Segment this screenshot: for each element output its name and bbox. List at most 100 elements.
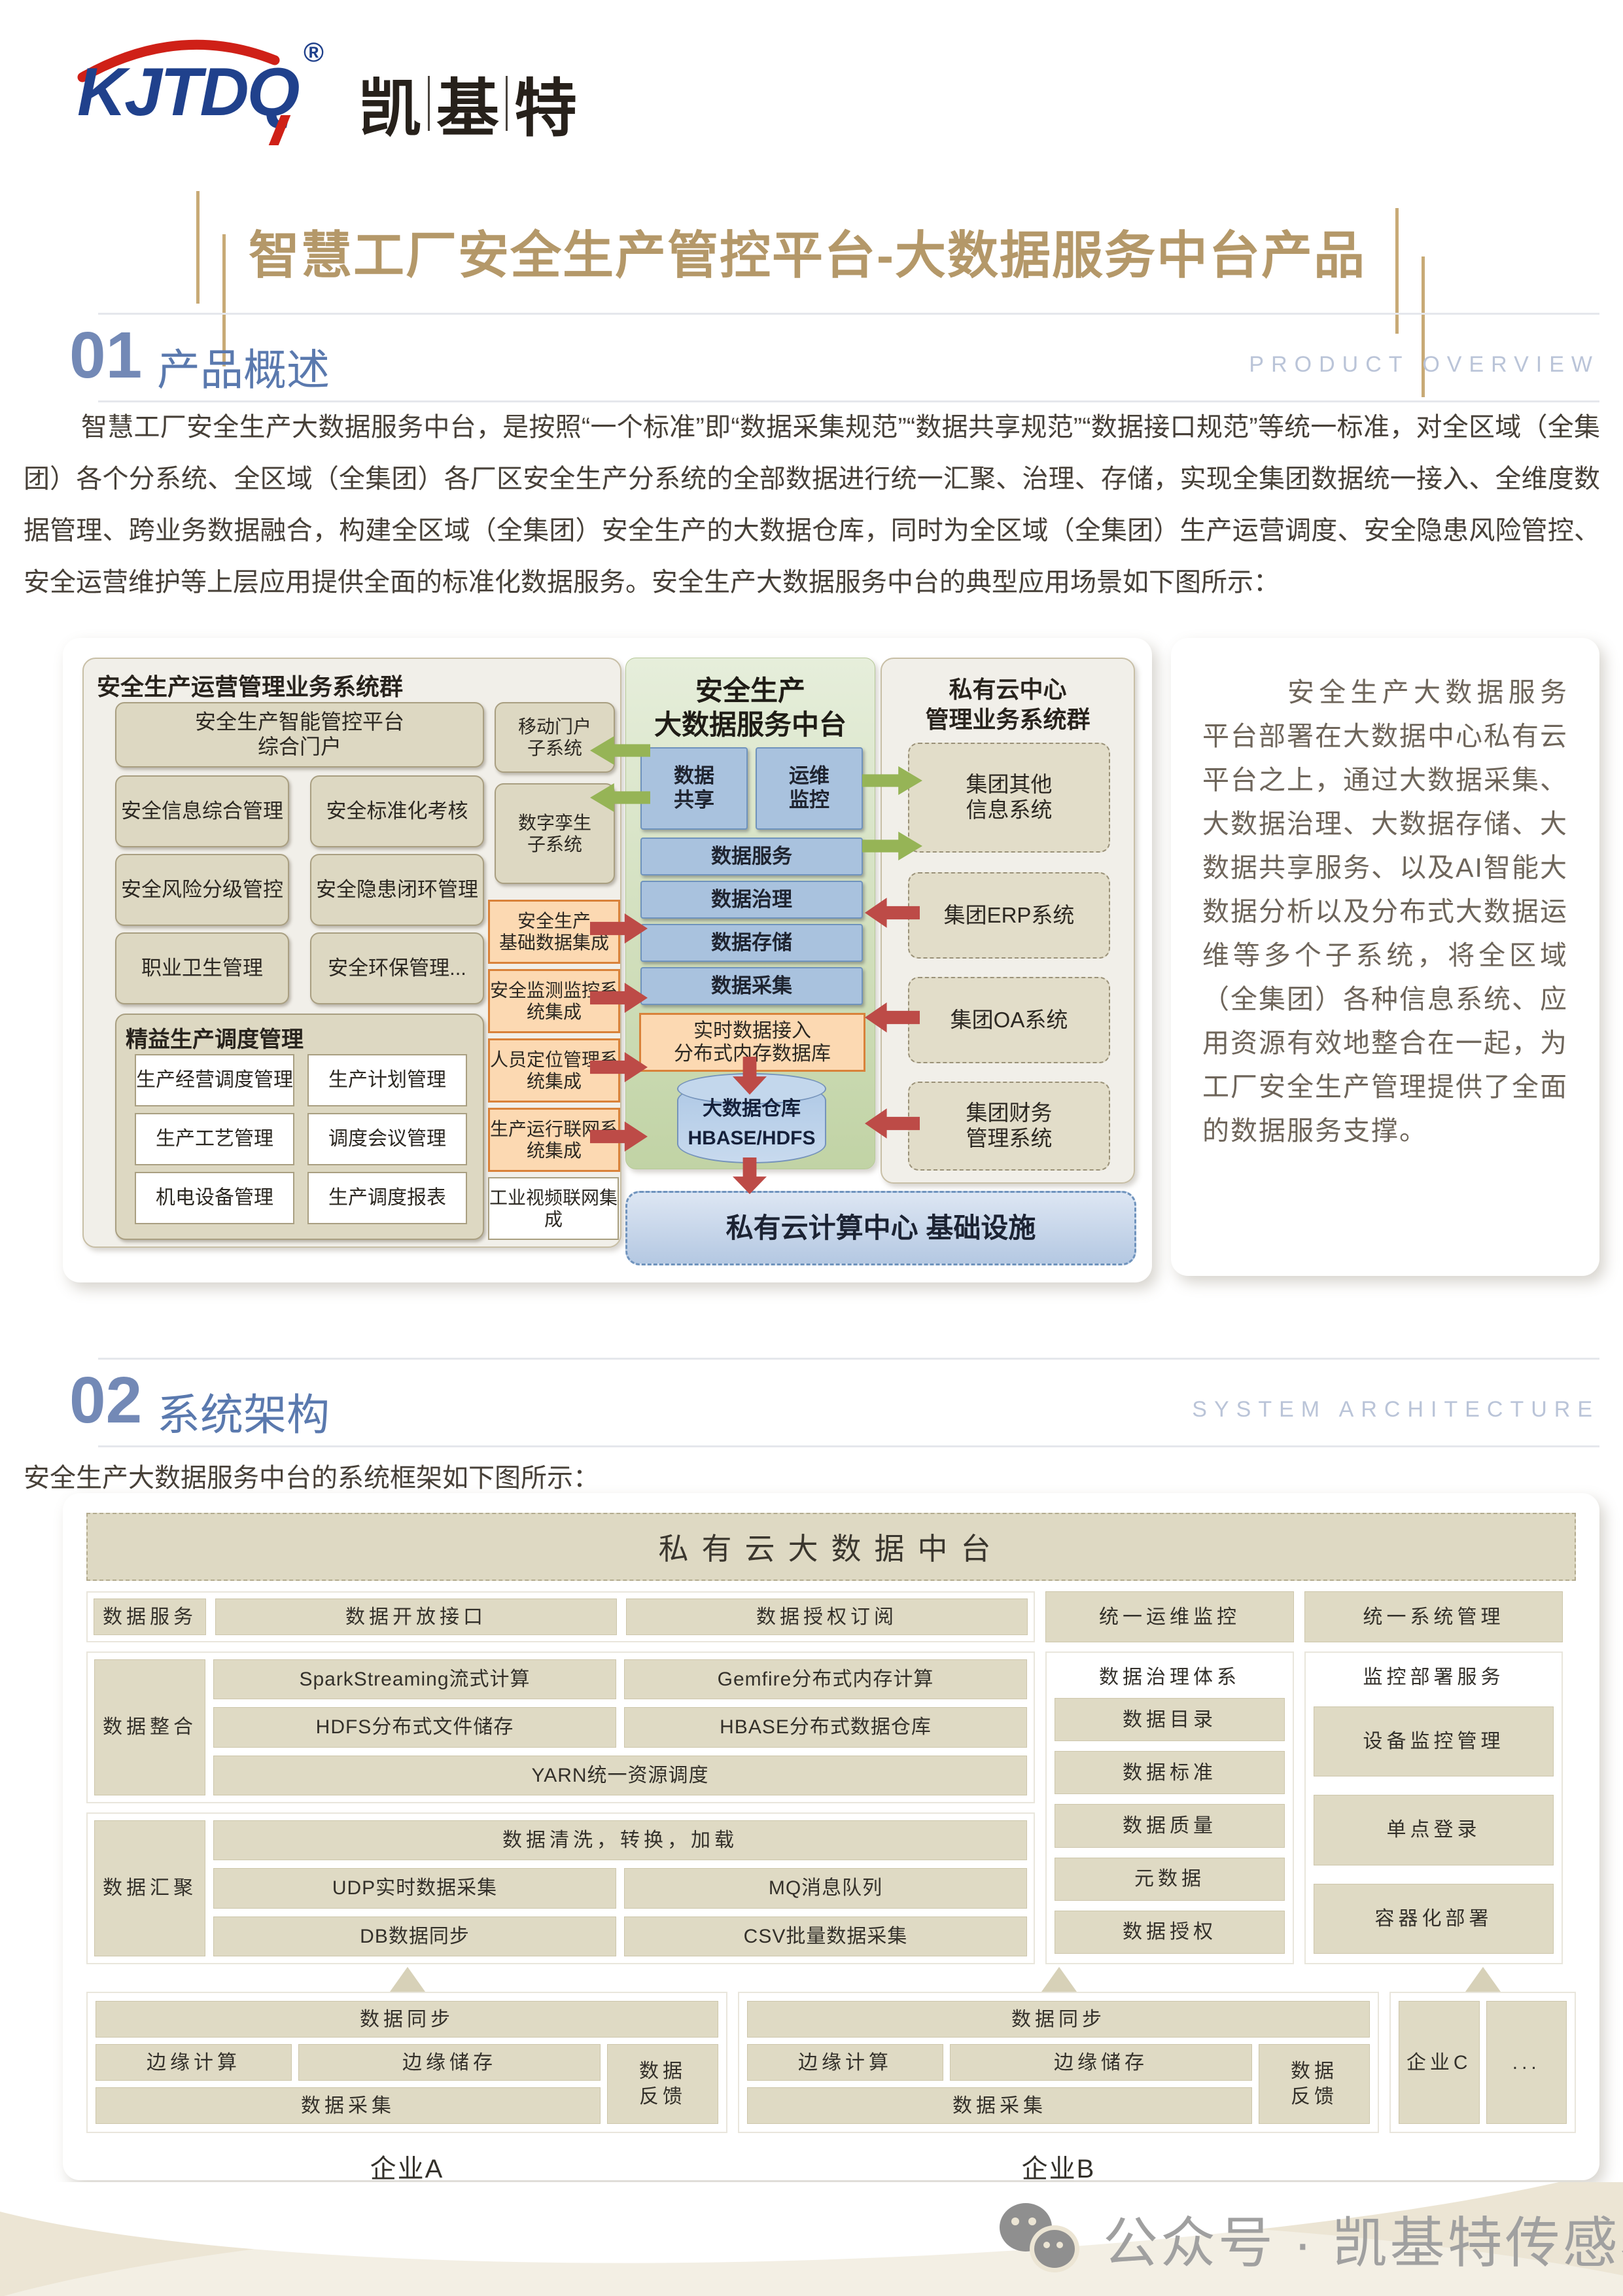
d2-yarn-box: YARN统一资源调度 bbox=[213, 1755, 1027, 1795]
d2-integration-panel: 数据整合 SparkStreaming流式计算 Gemfire分布式内存计算 H… bbox=[86, 1651, 1035, 1803]
d2-governance-panel: 数据治理体系 数据目录 数据标准 数据质量 元数据 数据授权 bbox=[1045, 1651, 1294, 1964]
d1-lean-box: 生产工艺管理 bbox=[135, 1113, 294, 1165]
logo-char: 基 bbox=[436, 74, 499, 144]
d2-governance-title: 数据治理体系 bbox=[1099, 1667, 1240, 1688]
registered-mark: ® bbox=[304, 37, 324, 67]
d2-etl-box: 数据清洗，转换，加载 bbox=[213, 1820, 1027, 1861]
d2-monitor-box: 设备监控管理 bbox=[1314, 1706, 1554, 1777]
d1-group-system-box: 集团其他 信息系统 bbox=[908, 743, 1110, 853]
section-rule bbox=[98, 1445, 1599, 1447]
d1-left-box: 安全风险分级管控 bbox=[115, 854, 289, 926]
d1-lean-title: 精益生产调度管理 bbox=[126, 1027, 304, 1052]
d2-service-panel: 数据服务 数据开放接口 数据授权订阅 bbox=[86, 1591, 1035, 1642]
watermark-text: 公众号 · 凯基特传感器 bbox=[1103, 2212, 1623, 2274]
d2-integration-label: 数据整合 bbox=[94, 1659, 205, 1795]
d2-ent-edge-box: 边缘计算 bbox=[96, 2044, 292, 2081]
title-decor-line bbox=[222, 234, 226, 366]
d2-ent-edge-box: 边缘储存 bbox=[298, 2044, 601, 2081]
page-footer: [data-name="wechat-bubble-large"]::befor… bbox=[0, 2182, 1623, 2296]
d1-warehouse-cylinder: 大数据仓库 HBASE/HDFS bbox=[677, 1073, 826, 1163]
d2-ops-monitor-box: 统一运维监控 bbox=[1045, 1591, 1294, 1642]
logo-swoosh-icon bbox=[77, 39, 280, 82]
section-rule bbox=[98, 1358, 1599, 1360]
d2-monitor-panel: 监控部署服务 设备监控管理 单点登录 容器化部署 bbox=[1304, 1651, 1563, 1964]
wechat-bubble-small bbox=[1030, 2225, 1079, 2272]
d2-aggregation-box: UDP实时数据采集 bbox=[213, 1868, 616, 1909]
d2-uplink-row bbox=[86, 1964, 1576, 1992]
d1-lean-panel: 精益生产调度管理 生产经营调度管理 生产计划管理 生产工艺管理 调度会议管理 机… bbox=[115, 1014, 484, 1240]
d1-group-system-box: 集团ERP系统 bbox=[908, 872, 1110, 959]
d1-mobile-portal-box: 移动门户 子系统 bbox=[495, 702, 615, 773]
d1-video-box: 工业视频联网集成 bbox=[488, 1177, 619, 1240]
d2-enterprise-labels: 企业A 企业B bbox=[86, 2147, 1576, 2185]
d2-aggregation-panel: 数据汇聚 数据清洗，转换，加载 UDP实时数据采集 MQ消息队列 DB数据同步 … bbox=[86, 1812, 1035, 1964]
d2-integration-box: SparkStreaming流式计算 bbox=[213, 1659, 616, 1700]
title-decor-line bbox=[1395, 208, 1399, 334]
d2-enterpriseB-label: 企业B bbox=[1021, 2155, 1096, 2183]
d2-governance-box: 数据质量 bbox=[1055, 1804, 1285, 1848]
d1-realtime-box: 实时数据接入 分布式内存数据库 bbox=[639, 1013, 865, 1072]
section2-subtitle-en: SYSTEM ARCHITECTURE bbox=[1192, 1397, 1599, 1422]
d2-enterpriseB-panel: 数据同步 边缘计算 边缘储存 数据 反馈 数据采集 bbox=[738, 1992, 1379, 2133]
d2-enterpriseA-panel: 数据同步 边缘计算 边缘储存 数据 反馈 数据采集 bbox=[86, 1992, 727, 2133]
d1-lean-box: 生产计划管理 bbox=[307, 1054, 467, 1106]
d2-cloud-middleplatform-bar: 私有云大数据中台 bbox=[86, 1513, 1576, 1581]
d1-left-box: 安全环保管理... bbox=[310, 932, 484, 1004]
d2-ent-sync-box: 数据同步 bbox=[747, 2001, 1370, 2038]
title-decor-line bbox=[1422, 256, 1425, 397]
d2-service-box: 数据授权订阅 bbox=[626, 1598, 1028, 1635]
d2-monitor-box: 容器化部署 bbox=[1314, 1883, 1554, 1954]
section-rule bbox=[98, 313, 1599, 315]
d2-ellipsis-box: ... bbox=[1486, 2001, 1567, 2124]
d1-lean-box: 调度会议管理 bbox=[307, 1113, 467, 1165]
d2-enterpriseC-label bbox=[1389, 2147, 1576, 2185]
d2-service-box: 数据服务 bbox=[94, 1598, 206, 1635]
d2-aggregation-label: 数据汇聚 bbox=[94, 1820, 205, 1956]
overview-paragraph: 智慧工厂安全生产大数据服务中台，是按照“一个标准”即“数据采集规范”“数据共享规… bbox=[24, 413, 1600, 597]
d2-integration-box: HDFS分布式文件储存 bbox=[213, 1707, 616, 1748]
page-title: 智慧工厂安全生产管控平台-大数据服务中台产品 bbox=[249, 226, 1366, 284]
d1-center-bar: 数据采集 bbox=[640, 967, 863, 1005]
d1-cloud-infra-bar: 私有云计算中心 基础设施 bbox=[625, 1191, 1136, 1265]
d1-lean-box: 生产调度报表 bbox=[307, 1172, 467, 1224]
section-rule bbox=[98, 400, 1599, 402]
d1-left-panel-title: 安全生产运营管理业务系统群 bbox=[97, 673, 404, 700]
d1-center-title: 安全生产 bbox=[695, 675, 805, 706]
d2-governance-box: 数据目录 bbox=[1055, 1698, 1285, 1742]
brand-logo-cn: 凯 基 特 bbox=[358, 58, 577, 149]
d1-center-bar: 数据服务 bbox=[640, 838, 863, 875]
d1-left-box: 职业卫生管理 bbox=[115, 932, 289, 1004]
section2-title: 系统架构 bbox=[157, 1390, 330, 1439]
arrow-up-icon bbox=[390, 1967, 425, 1992]
d1-left-box: 安全标准化考核 bbox=[310, 775, 484, 847]
wechat-watermark: [data-name="wechat-bubble-large"]::befor… bbox=[1000, 2199, 1623, 2278]
scenario-diagram: 安全生产运营管理业务系统群 安全生产智能管控平台 综合门户 安全信息综合管理 安全… bbox=[63, 638, 1152, 1282]
d2-integration-box: Gemfire分布式内存计算 bbox=[624, 1659, 1027, 1700]
d1-right-panel: 私有云中心 管理业务系统群 集团其他 信息系统 集团ERP系统 集团OA系统 集团… bbox=[881, 658, 1135, 1184]
d1-left-panel: 安全生产运营管理业务系统群 安全生产智能管控平台 综合门户 安全信息综合管理 安全… bbox=[82, 658, 621, 1248]
d2-ent-edge-box: 边缘储存 bbox=[950, 2044, 1252, 2081]
d2-monitor-box: 单点登录 bbox=[1314, 1795, 1554, 1865]
d1-center-bar: 数据治理 bbox=[640, 881, 863, 919]
wechat-icon: [data-name="wechat-bubble-large"]::befor… bbox=[1000, 2202, 1083, 2275]
d2-governance-box: 数据标准 bbox=[1055, 1751, 1285, 1795]
d1-right-title: 私有云中心 bbox=[949, 676, 1067, 703]
d1-left-box: 安全隐患闭环管理 bbox=[310, 854, 484, 926]
overview-note-card: 安全生产大数据服务平台部署在大数据中心私有云平台之上，通过大数据采集、大数据治理… bbox=[1171, 638, 1599, 1276]
d1-group-system-box: 集团财务 管理系统 bbox=[908, 1082, 1110, 1171]
d1-lean-box: 机电设备管理 bbox=[135, 1172, 294, 1224]
section2-number: 02 bbox=[69, 1364, 143, 1437]
d2-enterprise-row: 数据同步 边缘计算 边缘储存 数据 反馈 数据采集 数据同步 边缘计算 边缘储存 … bbox=[86, 1992, 1576, 2133]
d2-aggregation-box: DB数据同步 bbox=[213, 1916, 616, 1956]
d2-enterpriseC-box: 企业C bbox=[1399, 2001, 1480, 2124]
logo-char: 特 bbox=[514, 74, 577, 144]
d2-ent-sync-box: 数据同步 bbox=[96, 2001, 718, 2038]
d2-ent-collect-box: 数据采集 bbox=[96, 2087, 601, 2124]
d1-left-box: 安全信息综合管理 bbox=[115, 775, 289, 847]
brand-logo-text: KJTDQ bbox=[77, 54, 300, 130]
d2-aggregation-box: MQ消息队列 bbox=[624, 1868, 1027, 1909]
d1-portal-box: 安全生产智能管控平台 综合门户 bbox=[115, 702, 484, 768]
d1-data-share-box: 数据 共享 bbox=[640, 747, 748, 830]
d1-lean-box: 生产经营调度管理 bbox=[135, 1054, 294, 1106]
d2-sys-manage-box: 统一系统管理 bbox=[1304, 1591, 1563, 1642]
